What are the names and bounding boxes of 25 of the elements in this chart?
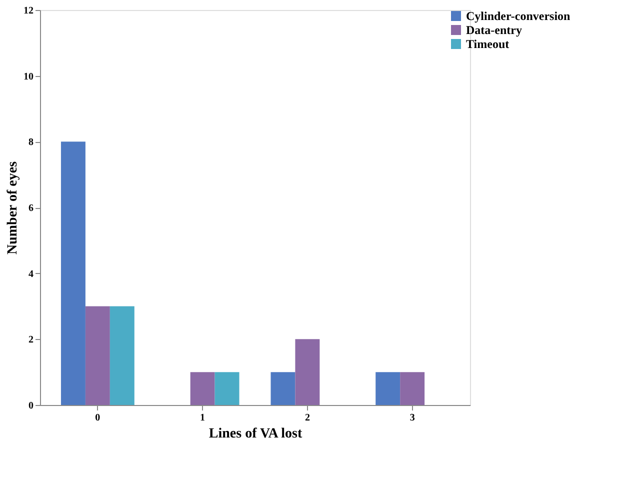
y-tick-label: 0 — [28, 400, 34, 412]
x-tick-label: 1 — [200, 412, 206, 424]
x-tick-label: 0 — [95, 412, 100, 424]
bar — [400, 372, 425, 405]
bar — [85, 306, 110, 405]
y-tick-label: 10 — [24, 71, 34, 82]
y-tick-label: 6 — [28, 203, 34, 214]
x-tick-label: 3 — [410, 412, 415, 424]
x-axis-title: Lines of VA lost — [208, 426, 302, 442]
bar — [214, 372, 240, 405]
y-tick-label: 8 — [28, 137, 34, 148]
legend-label: Data-entry — [466, 23, 522, 37]
legend-label: Cylinder-conversion — [466, 9, 571, 23]
bar — [376, 372, 400, 405]
bar — [190, 372, 215, 405]
y-tick-label: 12 — [24, 6, 34, 16]
y-tick-label: 2 — [28, 334, 34, 346]
y-axis-title: Number of eyes — [6, 160, 20, 255]
bar — [110, 306, 134, 405]
bar — [295, 339, 320, 405]
y-tick-label: 4 — [28, 268, 34, 280]
bar — [270, 372, 296, 405]
legend-label: Timeout — [466, 37, 510, 51]
x-tick-label: 2 — [304, 412, 310, 424]
bar — [60, 142, 86, 405]
